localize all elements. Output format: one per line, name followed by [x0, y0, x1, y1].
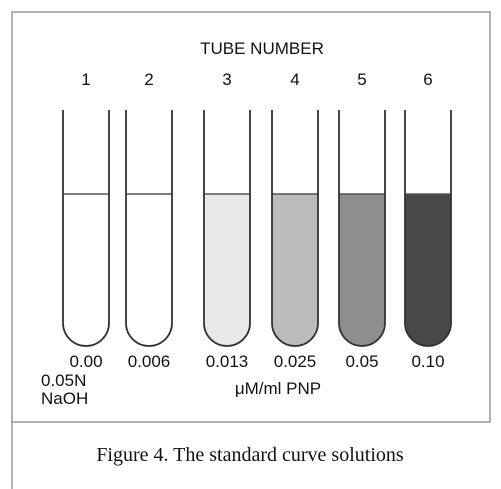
concentration: 0.006: [128, 352, 171, 371]
tube-liquid: [339, 194, 385, 346]
concentration: 0.013: [206, 352, 249, 371]
tube-liquid: [126, 194, 172, 346]
tube-number: 5: [357, 70, 366, 89]
tube-liquid: [405, 194, 451, 346]
caption: Figure 4. The standard curve solutions: [96, 444, 404, 466]
tube-outline: [271, 110, 319, 347]
concentration: 0.05: [345, 352, 378, 371]
tube-number: 3: [222, 70, 231, 89]
tube-outline: [125, 110, 173, 347]
tube-outline: [203, 110, 251, 347]
tube-outline: [338, 110, 386, 347]
tube-number: 4: [290, 70, 299, 89]
concentration: 0.025: [274, 352, 317, 371]
blank-label: 0.05N: [41, 371, 86, 390]
tube-liquid: [272, 194, 318, 346]
title: TUBE NUMBER: [200, 39, 324, 58]
concentration: 0.00: [69, 352, 102, 371]
frame: [11, 11, 491, 423]
unit: μM/ml PNP: [235, 379, 321, 398]
tube-number: 1: [81, 70, 90, 89]
tube-outline: [62, 110, 110, 347]
tube-number: 6: [423, 70, 432, 89]
concentration: 0.10: [411, 352, 444, 371]
tube-number: 2: [144, 70, 153, 89]
tube-outline: [404, 110, 452, 347]
tube-liquid: [63, 194, 109, 346]
blank-label: NaOH: [41, 389, 88, 408]
tube-liquid: [204, 194, 250, 346]
